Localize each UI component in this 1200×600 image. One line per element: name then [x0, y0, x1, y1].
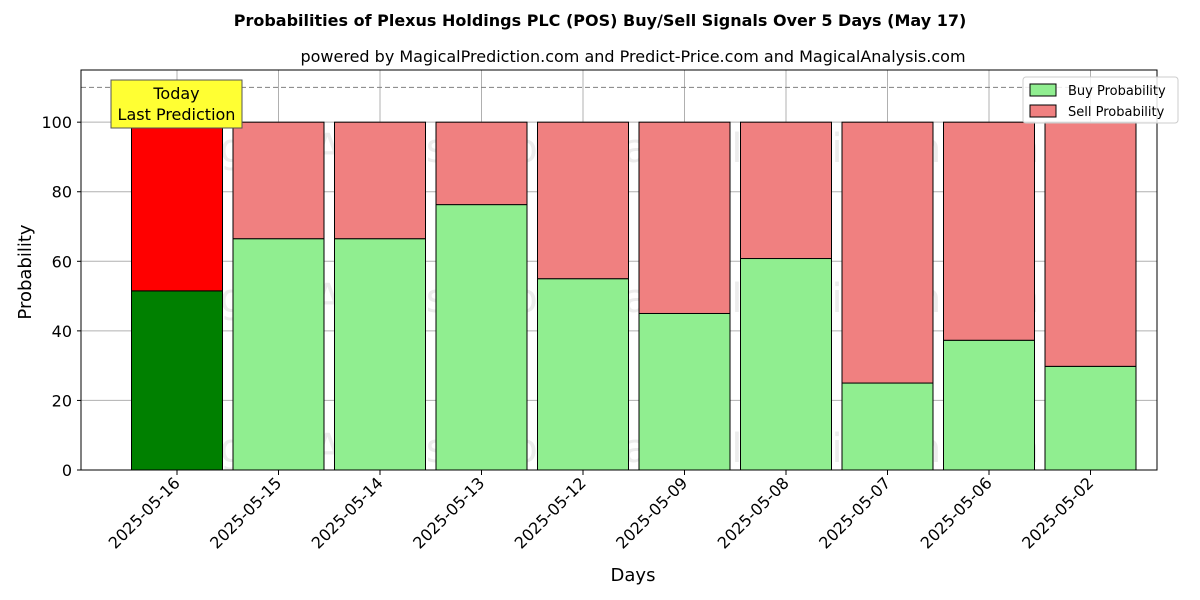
chart-title: Probabilities of Plexus Holdings PLC (PO…	[234, 11, 967, 30]
bar-buy-2025-05-15	[232, 238, 325, 471]
bar-buy-2025-05-08	[740, 258, 832, 471]
bar-buy-2025-05-09	[638, 312, 731, 471]
y-tick-label: 40	[52, 322, 72, 341]
x-axis-label: Days	[611, 565, 656, 586]
x-axis: 2025-05-16 2025-05-15 2025-05-14 2025-05-13…	[105, 470, 1097, 553]
bar-buy-2025-05-12	[537, 278, 629, 471]
y-tick-label: 100	[41, 113, 72, 132]
legend: Buy Probability Sell Probability	[1022, 76, 1179, 124]
y-tick-label: 60	[52, 252, 72, 271]
x-tick-label: 2025-05-02	[1018, 473, 1097, 552]
x-tick-label: 2025-05-07	[815, 473, 894, 552]
x-tick-label: 2025-05-15	[206, 473, 285, 552]
y-axis-label: Probability	[15, 224, 36, 319]
legend-label: Buy Probability	[1068, 84, 1166, 99]
bar-sell-2025-05-15	[232, 121, 325, 240]
bar-sell-2025-05-08	[740, 121, 832, 260]
x-tick-label: 2025-05-06	[917, 473, 996, 552]
bar-sell-2025-05-06	[943, 121, 1035, 341]
bar-buy-2025-05-14	[334, 238, 426, 471]
bar-buy-2025-05-07	[841, 382, 934, 471]
y-axis: 0 20 40 60 80 100	[41, 113, 81, 480]
y-tick-label: 0	[62, 461, 72, 480]
bar-sell-2025-05-09	[638, 121, 731, 314]
annotation-box	[110, 79, 243, 129]
annotation-text: Today	[152, 84, 199, 103]
x-tick-label: 2025-05-13	[409, 473, 488, 552]
bar-buy-2025-05-16	[131, 290, 223, 471]
bar-buy-2025-05-13	[435, 204, 528, 471]
legend-box	[1022, 76, 1179, 124]
bar-sell-2025-05-02	[1044, 121, 1137, 367]
today-annotation: Today Last Prediction	[110, 79, 243, 129]
x-tick-label: 2025-05-09	[612, 473, 691, 552]
bar-sell-2025-05-14	[334, 121, 426, 240]
bars-layer	[131, 121, 1137, 471]
plot-frame	[80, 69, 1158, 471]
bar-sell-2025-05-13	[435, 121, 528, 206]
annotation-text: Last Prediction	[118, 105, 236, 124]
x-tick-label: 2025-05-16	[105, 473, 184, 552]
legend-label: Sell Probability	[1068, 105, 1165, 120]
x-tick-label: 2025-05-08	[714, 473, 793, 552]
legend-swatch	[1029, 83, 1057, 97]
x-tick-label: 2025-05-14	[308, 473, 387, 552]
legend-swatch	[1029, 104, 1057, 118]
bar-sell-2025-05-16	[131, 121, 223, 292]
chart-subtitle: powered by MagicalPrediction.com and Pre…	[300, 47, 965, 66]
bar-sell-2025-05-07	[841, 121, 934, 384]
y-tick-label: 20	[52, 391, 72, 410]
bar-buy-2025-05-06	[943, 339, 1035, 471]
bar-sell-2025-05-12	[537, 121, 629, 280]
y-tick-label: 80	[52, 183, 72, 202]
x-tick-label: 2025-05-12	[511, 473, 590, 552]
bar-buy-2025-05-02	[1044, 365, 1137, 471]
